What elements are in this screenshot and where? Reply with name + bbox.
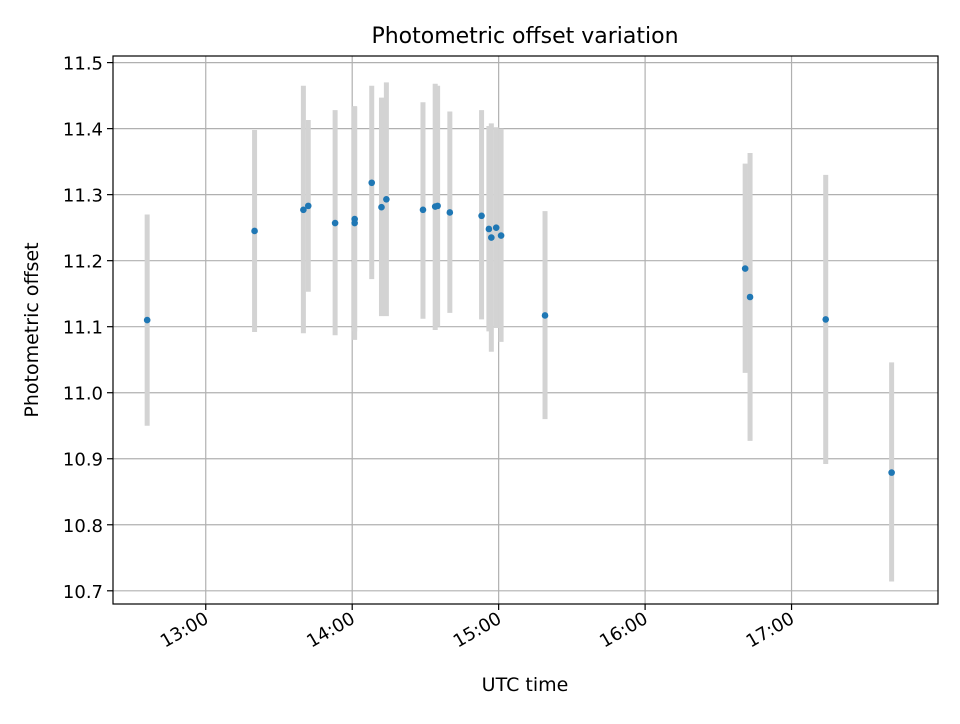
data-point: [741, 265, 749, 272]
chart-title: Photometric offset variation: [371, 24, 678, 49]
data-point: [383, 195, 390, 203]
data-point: [485, 225, 493, 233]
data-point: [331, 219, 339, 227]
y-tick-label: 11.4: [63, 120, 103, 141]
data-point: [300, 206, 307, 214]
y-tick-label: 11.2: [63, 252, 103, 273]
y-tick-label: 11.3: [63, 186, 103, 207]
data-point: [541, 312, 549, 319]
y-tick-label: 10.9: [63, 450, 103, 471]
y-tick-label: 10.7: [63, 582, 103, 603]
data-points: [143, 179, 895, 476]
data-point: [434, 202, 441, 210]
data-point: [446, 209, 454, 216]
y-tick-label: 11.5: [63, 54, 103, 75]
data-point: [304, 202, 312, 210]
y-tick-label: 10.8: [63, 516, 103, 537]
y-tick-label: 11.1: [63, 318, 103, 339]
data-point: [746, 293, 754, 301]
data-point: [251, 227, 258, 235]
plot-frame: [112, 55, 939, 605]
x-axis-label: UTC time: [482, 674, 569, 696]
data-point: [419, 206, 427, 214]
data-point: [351, 219, 358, 227]
y-tick-label: 11.0: [63, 384, 103, 405]
data-point: [478, 212, 485, 220]
data-point: [368, 179, 376, 187]
data-point: [488, 234, 495, 241]
data-point: [143, 316, 151, 324]
data-point: [492, 224, 500, 231]
y-axis-label: Photometric offset: [21, 242, 43, 417]
data-point: [497, 232, 505, 239]
data-point: [822, 316, 830, 323]
data-point: [888, 469, 895, 476]
data-point: [378, 203, 385, 211]
